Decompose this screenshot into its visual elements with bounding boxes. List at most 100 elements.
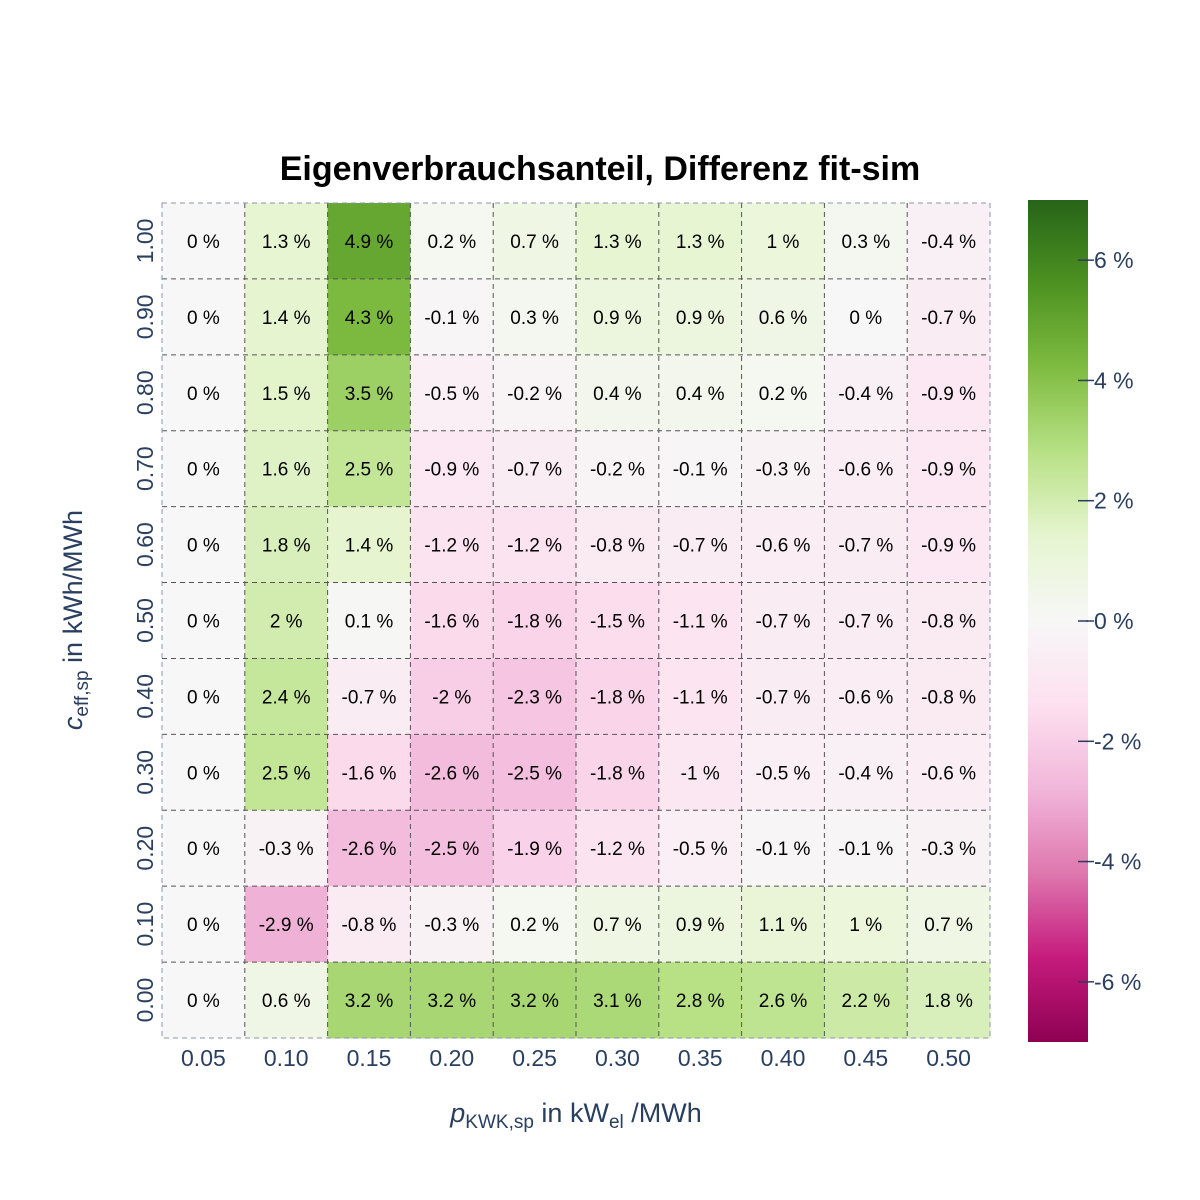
cell-value-label: -2.3 % [507,687,562,708]
cell-value-label: -0.5 % [673,839,728,860]
heatmap-cell [658,203,743,280]
heatmap-cell [658,354,743,432]
heatmap-cell [658,658,743,735]
heatmap-cell [410,962,494,1039]
colorbar-tick-label: -4 % [1094,849,1141,875]
cell-value-label: 0.3 % [842,232,891,253]
heatmap-cell [907,658,991,735]
cell-value-label: -1.6 % [342,763,397,784]
heatmap-cell [576,886,660,963]
heatmap-cell [493,886,577,963]
cell-value-label: 0 % [187,232,220,253]
heatmap-cell [327,203,411,280]
x-tick-label: 0.35 [678,1045,723,1071]
cell-value-label: -0.7 % [342,687,397,708]
cell-value-label: 1.8 % [924,991,973,1012]
cell-value-label: 1.3 % [262,232,311,253]
heatmap-cell [410,658,494,735]
cell-value-label: 0 % [187,308,220,329]
heatmap-cell [162,430,246,508]
cell-value-label: -2.9 % [259,915,314,936]
cell-value-label: -0.7 % [921,308,976,329]
heatmap-cell [741,582,825,659]
heatmap-cell [824,203,908,280]
cell-value-label: -0.1 % [838,839,893,860]
cell-value-label: -1.8 % [507,612,562,633]
x-tick-label: 0.15 [347,1045,392,1071]
plot-frame [161,202,991,1039]
cell-value-label: -0.6 % [756,536,811,557]
cell-value-label: 0.9 % [676,308,725,329]
cell-labels: 0 % 1.3 % 4.9 % 0.2 % 0.7 % 1.3 % 1.3 % 1 % 0.3 … [187,232,976,1012]
heatmap-cell [244,506,329,584]
heatmap-cell [244,354,329,432]
cell-value-label: -1 % [681,763,720,784]
colorbar-tick-label: 2 % [1094,488,1134,514]
heatmap-cell [824,582,908,659]
cell-value-label: -0.3 % [756,460,811,481]
heatmap-cell [162,506,246,584]
cell-value-label: -0.7 % [838,536,893,557]
heatmap-cell [658,430,743,508]
cell-value-label: -0.7 % [838,612,893,633]
x-tick-label: 0.30 [595,1045,640,1071]
cell-value-label: 1.5 % [262,384,311,405]
heatmap-cell [907,962,991,1039]
heatmap-cell [410,278,494,356]
y-tick-label: 1.00 [132,219,158,264]
cell-value-label: 0.1 % [345,612,394,633]
heatmap-cell [576,582,660,659]
heatmap-cell [576,810,660,887]
heatmap-cell [907,810,991,887]
cell-value-label: 0 % [187,687,220,708]
cell-value-label: 3.1 % [593,991,642,1012]
cell-value-label: 0 % [849,308,882,329]
heatmap-cell [244,658,329,735]
heatmap-cell [410,203,494,280]
heatmap-cell [824,734,908,811]
cell-value-label: 2.6 % [759,991,808,1012]
cell-value-label: -0.7 % [673,536,728,557]
heatmap-cell [327,582,411,659]
cell-value-label: -1.1 % [673,687,728,708]
heatmap-cell [244,430,329,508]
heatmap-cell [493,734,577,811]
heatmap-cell [327,278,411,356]
heatmap-cell [493,810,577,887]
heatmap-cell [493,278,577,356]
x-tick-label: 0.25 [512,1045,557,1071]
cell-value-label: 1.6 % [262,460,311,481]
heatmap-cell [410,734,494,811]
heatmap-cell [327,658,411,735]
cell-value-label: 0.6 % [262,991,311,1012]
heatmap-cell [824,658,908,735]
cell-value-label: -1.2 % [590,839,645,860]
cell-value-label: 0.9 % [593,308,642,329]
heatmap-cell [410,506,494,584]
heatmap-cell [741,962,825,1039]
y-axis-title: ceff,sp in kWh/MWh [58,510,93,730]
heatmap-cell [493,658,577,735]
cell-value-label: 3.2 % [345,991,394,1012]
cell-value-label: 0.7 % [510,232,559,253]
cell-value-label: -1.8 % [590,763,645,784]
cell-value-label: -0.4 % [838,384,893,405]
cell-value-label: 1.4 % [345,536,394,557]
heatmap-cell [576,203,660,280]
cell-value-label: -0.2 % [590,460,645,481]
x-tick-label: 0.40 [761,1045,806,1071]
x-axis-title: pKWK,sp in kWel /MWh [449,1098,701,1133]
x-title-variable: p [449,1098,465,1128]
cell-value-label: -1.2 % [424,536,479,557]
cell-value-label: 0 % [187,612,220,633]
cell-value-label: -0.7 % [756,687,811,708]
heatmap-cell [658,962,743,1039]
heatmap-cell [824,430,908,508]
cell-value-label: -0.9 % [921,384,976,405]
cell-value-label: 0.2 % [428,232,477,253]
cell-value-label: -0.8 % [921,612,976,633]
heatmap-cell [824,886,908,963]
cell-value-label: -0.3 % [259,839,314,860]
heatmap-cell [493,354,577,432]
